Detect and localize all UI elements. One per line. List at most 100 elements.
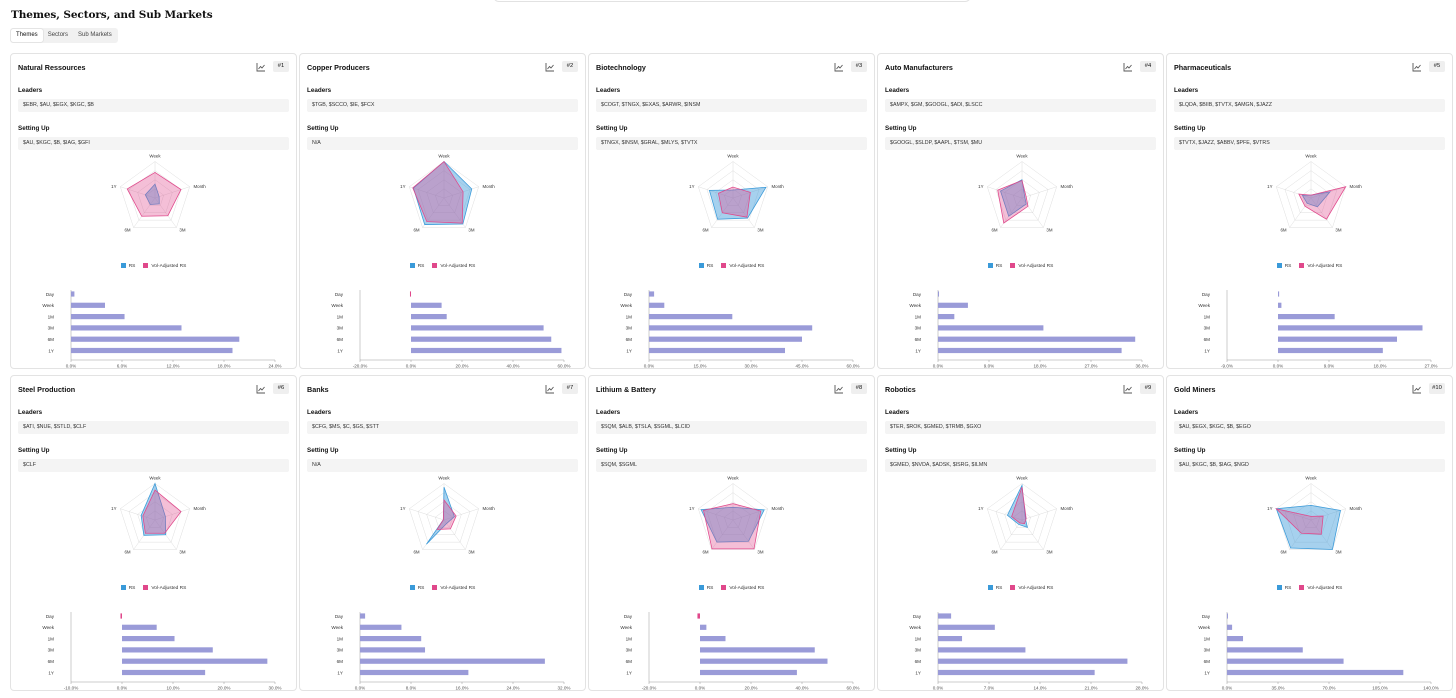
bar-tick-label: 18.0% bbox=[1033, 364, 1046, 369]
bar-1y bbox=[411, 347, 562, 354]
bar-tick-label: 18.0% bbox=[217, 364, 230, 369]
radar-axis-label: 3M bbox=[757, 227, 763, 232]
radar-grid-ring bbox=[1284, 492, 1338, 543]
radar-spoke bbox=[443, 186, 479, 199]
bar-category-label: 1M bbox=[48, 636, 55, 641]
radar-chart: Week Month 3M 6M 1Y bbox=[978, 476, 1073, 555]
bar-category-label: 3M bbox=[626, 326, 633, 331]
legend-item-vol-adjusted-rs[interactable]: Vol-Adjusted RS bbox=[143, 263, 186, 269]
legend-item-rs[interactable]: RS bbox=[1276, 585, 1291, 591]
legend-item-vol-adjusted-rs[interactable]: Vol-Adjusted RS bbox=[432, 585, 475, 591]
legend-item-vol-adjusted-rs[interactable]: Vol-Adjusted RS bbox=[1299, 585, 1342, 591]
bar-category-label: 6M bbox=[48, 659, 55, 664]
theme-card: Copper Producers #2 Leaders $TGB, $SCCO, $I… bbox=[299, 53, 586, 369]
setting-up-label: Setting Up bbox=[596, 125, 628, 132]
radar-series-rs bbox=[144, 183, 160, 205]
line-chart-icon[interactable] bbox=[1412, 384, 1422, 394]
line-chart-icon[interactable] bbox=[834, 384, 844, 394]
tab-sectors[interactable]: Sectors bbox=[47, 32, 69, 38]
radar-grid-ring bbox=[1004, 501, 1040, 535]
legend-item-vol-adjusted-rs[interactable]: Vol-Adjusted RS bbox=[1299, 263, 1342, 269]
theme-card: Gold Miners #10 Leaders $AU, $EGX, $KGC, $B… bbox=[1166, 375, 1453, 691]
legend-item-rs[interactable]: RS bbox=[1276, 263, 1291, 269]
radar-grid-ring bbox=[137, 179, 173, 213]
legend-label-vol-adjusted-rs: Vol-Adjusted RS bbox=[1018, 586, 1054, 591]
legend-label-rs: RS bbox=[995, 586, 1003, 591]
legend-item-rs[interactable]: RS bbox=[698, 585, 713, 591]
bar-day bbox=[938, 291, 940, 297]
card-title: Pharmaceuticals bbox=[1174, 63, 1232, 72]
bar-category-label: 1M bbox=[1204, 314, 1211, 319]
line-chart-icon[interactable] bbox=[545, 384, 555, 394]
bar-3m bbox=[938, 647, 1026, 653]
radar-axis-label: Month bbox=[1349, 184, 1362, 189]
radar-series-vol-adjusted-rs bbox=[126, 172, 182, 217]
line-chart-icon[interactable] bbox=[834, 62, 844, 72]
bar-tick-label: 16.0% bbox=[455, 686, 468, 691]
radar-grid-ring bbox=[417, 170, 471, 221]
radar-legend: RS Vol-Adjusted RS bbox=[878, 585, 1163, 591]
radar-chart: Week Month 3M 6M 1Y bbox=[1267, 154, 1362, 233]
radar-spoke bbox=[732, 508, 768, 521]
view-tabs: Themes Sectors Sub Markets bbox=[10, 28, 118, 43]
radar-spoke bbox=[409, 186, 445, 199]
bar-tick-label: 40.0% bbox=[795, 686, 808, 691]
leaders-label: Leaders bbox=[18, 87, 43, 94]
legend-item-vol-adjusted-rs[interactable]: Vol-Adjusted RS bbox=[721, 585, 764, 591]
top-search-bar[interactable] bbox=[493, 0, 971, 2]
legend-item-rs[interactable]: RS bbox=[120, 585, 135, 591]
card-title: Biotechnology bbox=[596, 63, 646, 72]
radar-grid-ring bbox=[1276, 483, 1346, 550]
line-chart-icon[interactable] bbox=[256, 62, 266, 72]
bar-tick-label: 36.0% bbox=[1135, 364, 1148, 369]
radar-axis-label: 6M bbox=[413, 549, 419, 554]
theme-card: Biotechnology #3 Leaders $COGT, $TNGX, $EXA… bbox=[588, 53, 875, 369]
theme-card: Pharmaceuticals #5 Leaders $LQDA, $BIIB, $T… bbox=[1166, 53, 1453, 369]
radar-spoke bbox=[1021, 197, 1044, 228]
legend-item-vol-adjusted-rs[interactable]: Vol-Adjusted RS bbox=[1010, 585, 1054, 591]
legend-item-rs[interactable]: RS bbox=[987, 263, 1002, 269]
setting-up-list: $SQM, $SGML bbox=[596, 459, 867, 472]
legend-item-vol-adjusted-rs[interactable]: Vol-Adjusted RS bbox=[143, 585, 186, 591]
radar-axis-label: Week bbox=[1305, 154, 1317, 159]
bar-tick-label: 0.0% bbox=[355, 686, 365, 691]
line-chart-icon[interactable] bbox=[256, 384, 266, 394]
line-chart-icon[interactable] bbox=[1123, 62, 1133, 72]
radar-series-rs bbox=[708, 186, 767, 220]
radar-axis-label: 6M bbox=[124, 227, 130, 232]
line-chart-icon[interactable] bbox=[1412, 62, 1422, 72]
legend-item-vol-adjusted-rs[interactable]: Vol-Adjusted RS bbox=[432, 263, 475, 269]
radar-series-vol-adjusted-rs bbox=[1011, 487, 1027, 524]
bar-category-label: Week bbox=[620, 625, 632, 630]
legend-item-rs[interactable]: RS bbox=[409, 585, 424, 591]
legend-label-vol-adjusted-rs: Vol-Adjusted RS bbox=[729, 264, 765, 269]
rank-badge: #10 bbox=[1429, 383, 1445, 394]
legend-item-vol-adjusted-rs[interactable]: Vol-Adjusted RS bbox=[721, 263, 765, 269]
bar-category-label: 6M bbox=[48, 337, 55, 342]
radar-series-rs bbox=[700, 506, 765, 543]
radar-spoke bbox=[120, 186, 156, 199]
bar-3m bbox=[360, 647, 426, 653]
line-chart-icon[interactable] bbox=[545, 62, 555, 72]
line-chart-icon[interactable] bbox=[1123, 384, 1133, 394]
leaders-list: $TGB, $SCCO, $IE, $FCX bbox=[307, 99, 578, 112]
bar-day bbox=[120, 613, 122, 619]
bar-tick-label: -9.0% bbox=[1221, 364, 1233, 369]
legend-item-rs[interactable]: RS bbox=[120, 263, 135, 269]
legend-item-vol-adjusted-rs[interactable]: Vol-Adjusted RS bbox=[1010, 263, 1053, 269]
bar-tick-label: 0.0% bbox=[695, 686, 705, 691]
legend-item-rs[interactable]: RS bbox=[987, 585, 1003, 591]
tab-sub-markets[interactable]: Sub Markets bbox=[78, 32, 112, 38]
card-title: Robotics bbox=[885, 385, 916, 394]
legend-item-rs[interactable]: RS bbox=[409, 263, 424, 269]
radar-spoke bbox=[154, 186, 190, 199]
radar-axis-label: Month bbox=[1349, 506, 1362, 511]
legend-item-rs[interactable]: RS bbox=[698, 263, 713, 269]
bar-category-label: 1M bbox=[915, 636, 922, 641]
theme-card: Banks #7 Leaders $CFG, $MS, $C, $GS, $STT Se… bbox=[299, 375, 586, 691]
radar-spoke bbox=[698, 186, 734, 199]
bar-category-label: 3M bbox=[1204, 648, 1211, 653]
radar-grid-ring bbox=[120, 483, 190, 550]
tab-themes[interactable]: Themes bbox=[11, 29, 43, 42]
radar-axis-label: 1Y bbox=[689, 506, 694, 511]
